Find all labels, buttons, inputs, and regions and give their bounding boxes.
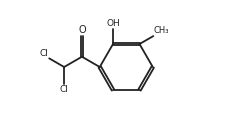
Text: Cl: Cl (59, 85, 68, 94)
Text: O: O (78, 25, 85, 35)
Text: CH₃: CH₃ (153, 26, 169, 35)
Text: OH: OH (106, 19, 119, 28)
Text: Cl: Cl (40, 49, 48, 58)
